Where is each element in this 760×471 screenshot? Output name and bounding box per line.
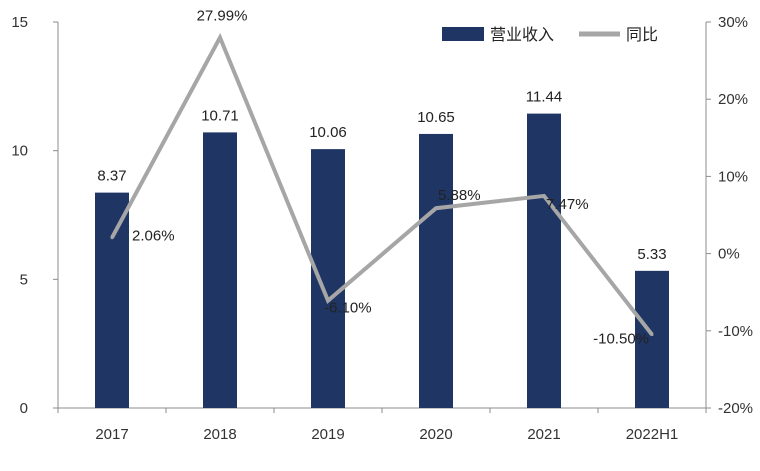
yoy-point-label: 5.88% — [438, 187, 481, 204]
revenue-bar-label: 11.44 — [526, 89, 562, 106]
yoy-point — [650, 333, 654, 337]
yoy-point — [218, 36, 222, 40]
right-tick-label: 0% — [718, 246, 740, 263]
left-tick-label: 15 — [11, 14, 28, 31]
revenue-bar — [635, 270, 669, 408]
revenue-bar-label: 10.06 — [309, 124, 347, 141]
yoy-point — [326, 299, 330, 303]
legend-revenue-swatch — [442, 27, 484, 41]
revenue-bar-label: 10.71 — [201, 107, 239, 124]
revenue-bar-label: 10.65 — [417, 109, 455, 126]
yoy-point — [542, 194, 546, 198]
right-tick-label: -10% — [718, 323, 753, 340]
x-tick-label: 2019 — [311, 426, 344, 443]
yoy-point-label: 7.47% — [546, 196, 589, 213]
yoy-point-label: -6.10% — [324, 300, 372, 317]
revenue-bar-label: 5.33 — [637, 246, 666, 263]
x-tick-label: 2017 — [95, 426, 128, 443]
legend: 营业收入 同比 — [442, 25, 658, 44]
right-tick-label: 10% — [718, 168, 748, 185]
line-series — [110, 32, 654, 337]
revenue-bar — [311, 149, 345, 408]
data-labels: 8.37 10.71 10.06 10.65 11.44 5.33 2.06% 27.99% -… — [97, 8, 666, 348]
right-tick-label: 20% — [718, 91, 748, 108]
x-tick-label: 2021 — [527, 426, 560, 443]
left-tick-label: 10 — [11, 143, 28, 160]
left-tick-label: 5 — [20, 271, 28, 288]
revenue-bar — [527, 113, 561, 409]
axes: 0 5 10 15 -20% -10% 0% 10% 20% 30% 2017 2018 2019 202… — [11, 14, 753, 443]
revenue-bar — [419, 133, 453, 408]
yoy-point-label: 27.99% — [197, 8, 248, 25]
x-tick-label: 2020 — [419, 426, 452, 443]
yoy-point-label: 2.06% — [132, 228, 175, 245]
x-tick-label: 2018 — [203, 426, 236, 443]
yoy-point — [434, 206, 438, 210]
revenue-bar — [203, 132, 237, 408]
right-tick-label: 30% — [718, 14, 748, 31]
yoy-line — [110, 32, 654, 336]
left-tick-label: 0 — [20, 400, 28, 417]
legend-yoy-label: 同比 — [626, 25, 658, 44]
revenue-bar — [95, 192, 129, 408]
yoy-point-label: -10.50% — [593, 331, 649, 348]
yoy-point — [110, 236, 114, 240]
revenue-bar-label: 8.37 — [97, 168, 126, 185]
bar-series — [95, 113, 669, 409]
x-tick-label: 2022H1 — [626, 426, 679, 443]
right-tick-label: -20% — [718, 400, 753, 417]
legend-revenue-label: 营业收入 — [490, 25, 554, 44]
